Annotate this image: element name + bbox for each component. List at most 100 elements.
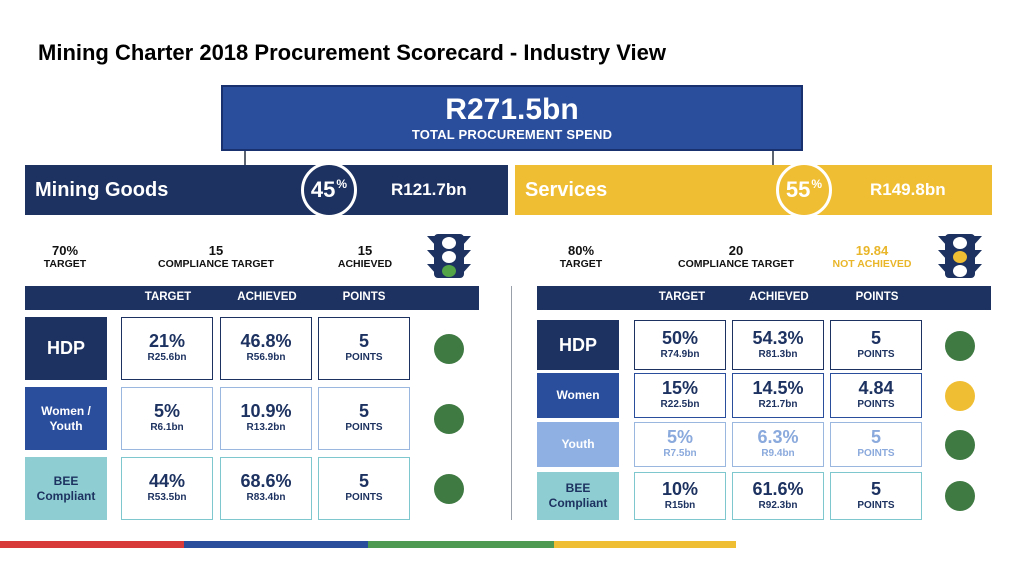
goods-row-label-bee: BEE Compliant: [25, 457, 107, 520]
goods-target-label: TARGET: [43, 258, 87, 270]
services-youth-target-cell: 5% R7.5bn: [634, 422, 726, 467]
services-youth-target: 5%: [666, 427, 693, 447]
services-hdp-points: 5: [870, 328, 881, 348]
services-hdp-target-cell: 50% R74.9bn: [634, 320, 726, 370]
goods-women-youth-points-label: POINTS: [345, 422, 383, 433]
services-header-points: POINTS: [855, 291, 899, 303]
goods-traffic-light-icon: [427, 234, 471, 278]
services-youth-target-amount: R7.5bn: [663, 448, 697, 459]
services-bee-achieved-amount: R92.3bn: [758, 500, 798, 511]
services-compliance-label: COMPLIANCE TARGET: [678, 258, 794, 270]
services-result-stat: 19.84 NOT ACHIEVED: [825, 243, 919, 271]
mining-goods-share-circle: 45%: [301, 162, 357, 218]
services-bar: Services R149.8bn: [515, 165, 992, 215]
services-women-points: 4.84: [858, 378, 894, 398]
services-women-target-amount: R22.5bn: [660, 399, 700, 410]
services-header-target: TARGET: [658, 291, 706, 303]
mining-goods-bar: Mining Goods R121.7bn: [25, 165, 508, 215]
goods-bee-points: 5: [358, 471, 369, 491]
page-title: Mining Charter 2018 Procurement Scorecar…: [38, 40, 667, 65]
services-women-points-cell: 4.84 POINTS: [830, 373, 922, 418]
services-youth-achieved: 6.3%: [757, 427, 799, 447]
connector-goods: [244, 151, 246, 165]
goods-compliance-label: COMPLIANCE TARGET: [158, 258, 274, 270]
services-row-label-youth: Youth: [537, 422, 619, 467]
total-spend-value: R271.5bn: [445, 93, 579, 126]
services-bee-achieved: 61.6%: [752, 479, 804, 499]
footer-stripe-green: [368, 541, 554, 548]
goods-bee-achieved: 68.6%: [240, 471, 292, 491]
goods-bee-target-amount: R53.5bn: [147, 492, 187, 503]
goods-header-target: TARGET: [144, 291, 192, 303]
total-spend-label: TOTAL PROCUREMENT SPEND: [411, 127, 613, 142]
services-youth-points-cell: 5 POINTS: [830, 422, 922, 467]
goods-hdp-points-label: POINTS: [345, 352, 383, 363]
goods-target-stat: 70% TARGET: [30, 243, 100, 271]
mining-goods-share-unit: %: [336, 177, 348, 191]
footer-stripe-blue: [184, 541, 368, 548]
services-hdp-points-label: POINTS: [857, 349, 895, 360]
goods-women-youth-points: 5: [358, 401, 369, 421]
services-bee-points: 5: [870, 479, 881, 499]
goods-header-achieved: ACHIEVED: [237, 291, 297, 303]
services-women-status-dot: [945, 381, 975, 411]
services-header-achieved: ACHIEVED: [749, 291, 809, 303]
goods-women-youth-target-cell: 5% R6.1bn: [121, 387, 213, 450]
services-hdp-target-amount: R74.9bn: [660, 349, 700, 360]
services-compliance-value: 20: [728, 243, 744, 258]
services-share-value: 55: [785, 177, 811, 202]
services-amount: R149.8bn: [870, 180, 946, 199]
goods-row-label-hdp: HDP: [25, 317, 107, 380]
goods-row-label-women-youth: Women / Youth: [25, 387, 107, 450]
services-result-value: 19.84: [855, 243, 889, 258]
goods-result-value: 15: [357, 243, 373, 258]
services-row-label-women: Women: [537, 373, 619, 418]
goods-bee-target: 44%: [148, 471, 186, 491]
mining-goods-share-value: 45: [310, 177, 336, 202]
goods-compliance-stat: 15 COMPLIANCE TARGET: [146, 243, 286, 271]
services-row-label-hdp: HDP: [537, 320, 619, 370]
services-hdp-status-dot: [945, 331, 975, 361]
services-hdp-target: 50%: [661, 328, 699, 348]
goods-bee-status-dot: [434, 474, 464, 504]
services-target-label: TARGET: [559, 258, 603, 270]
services-bee-status-dot: [945, 481, 975, 511]
services-bee-target-amount: R15bn: [664, 500, 696, 511]
goods-hdp-points-cell: 5 POINTS: [318, 317, 410, 380]
goods-hdp-target: 21%: [148, 331, 186, 351]
section-divider: [511, 286, 512, 520]
goods-result-label: ACHIEVED: [337, 258, 393, 270]
services-hdp-achieved-cell: 54.3% R81.3bn: [732, 320, 824, 370]
goods-hdp-achieved-amount: R56.9bn: [246, 352, 286, 363]
goods-women-youth-achieved-amount: R13.2bn: [246, 422, 286, 433]
services-share-circle: 55%: [776, 162, 832, 218]
goods-bee-target-cell: 44% R53.5bn: [121, 457, 213, 520]
goods-women-youth-achieved: 10.9%: [240, 401, 292, 421]
services-bee-points-label: POINTS: [857, 500, 895, 511]
services-target-value: 80%: [567, 243, 595, 258]
services-bee-target-cell: 10% R15bn: [634, 472, 726, 520]
services-youth-achieved-amount: R9.4bn: [761, 448, 795, 459]
mining-goods-name: Mining Goods: [35, 178, 169, 201]
services-name: Services: [525, 178, 608, 201]
goods-hdp-achieved: 46.8%: [240, 331, 292, 351]
services-traffic-light-icon: [938, 234, 982, 278]
services-hdp-points-cell: 5 POINTS: [830, 320, 922, 370]
total-spend-box: R271.5bn TOTAL PROCUREMENT SPEND: [221, 85, 803, 151]
services-table-header: TARGET ACHIEVED POINTS: [537, 286, 991, 310]
goods-result-stat: 15 ACHIEVED: [325, 243, 405, 271]
goods-hdp-achieved-cell: 46.8% R56.9bn: [220, 317, 312, 380]
services-youth-points: 5: [870, 427, 881, 447]
services-women-points-label: POINTS: [857, 399, 895, 410]
services-women-target: 15%: [661, 378, 699, 398]
goods-hdp-target-cell: 21% R25.6bn: [121, 317, 213, 380]
mining-goods-amount: R121.7bn: [391, 180, 467, 199]
goods-hdp-target-amount: R25.6bn: [147, 352, 187, 363]
services-hdp-achieved: 54.3%: [752, 328, 804, 348]
goods-hdp-points: 5: [358, 331, 369, 351]
services-compliance-stat: 20 COMPLIANCE TARGET: [666, 243, 806, 271]
connector-services: [772, 151, 774, 165]
services-bee-target: 10%: [661, 479, 699, 499]
services-women-achieved-amount: R21.7bn: [758, 399, 798, 410]
services-target-stat: 80% TARGET: [546, 243, 616, 271]
